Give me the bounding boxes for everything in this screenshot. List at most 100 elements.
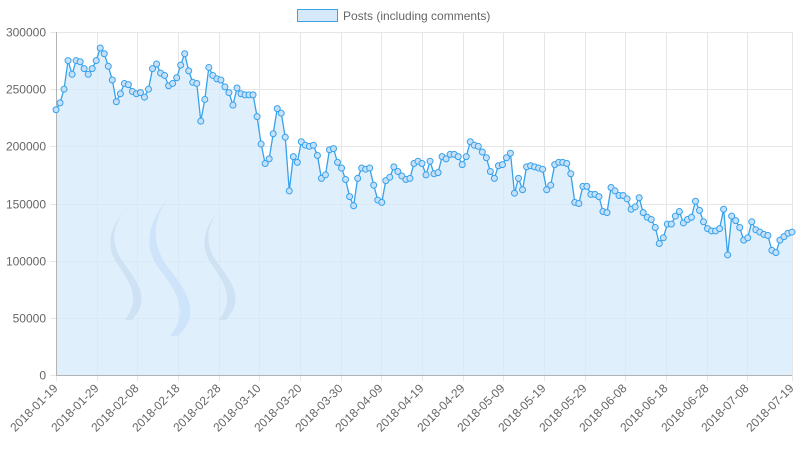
data-point[interactable] xyxy=(149,65,157,73)
data-point[interactable] xyxy=(667,220,675,228)
data-point[interactable] xyxy=(96,44,104,52)
legend-swatch[interactable] xyxy=(297,9,338,22)
data-point[interactable] xyxy=(426,157,434,165)
data-point[interactable] xyxy=(659,234,667,242)
legend[interactable]: Posts (including comments) xyxy=(297,9,491,23)
data-point[interactable] xyxy=(378,198,386,206)
data-point[interactable] xyxy=(342,175,350,183)
data-point[interactable] xyxy=(370,181,378,189)
data-point[interactable] xyxy=(153,60,161,68)
data-point[interactable] xyxy=(193,79,201,87)
data-point[interactable] xyxy=(313,151,321,159)
data-point[interactable] xyxy=(639,209,647,217)
data-point[interactable] xyxy=(394,167,402,175)
data-point[interactable] xyxy=(173,74,181,82)
data-point[interactable] xyxy=(422,171,430,179)
data-point[interactable] xyxy=(233,84,241,92)
data-point[interactable] xyxy=(257,140,265,148)
data-point[interactable] xyxy=(281,133,289,141)
data-point[interactable] xyxy=(112,98,120,106)
data-point[interactable] xyxy=(197,117,205,125)
data-point[interactable] xyxy=(354,174,362,182)
data-point[interactable] xyxy=(543,186,551,194)
data-point[interactable] xyxy=(229,101,237,109)
data-point[interactable] xyxy=(76,58,84,66)
data-point[interactable] xyxy=(100,50,108,58)
data-point[interactable] xyxy=(716,225,724,233)
data-point[interactable] xyxy=(748,218,756,226)
data-point[interactable] xyxy=(277,109,285,117)
data-point[interactable] xyxy=(462,153,470,161)
data-point[interactable] xyxy=(116,90,124,98)
data-point[interactable] xyxy=(442,155,450,163)
data-point[interactable] xyxy=(289,153,297,161)
data-point[interactable] xyxy=(647,216,655,224)
data-point[interactable] xyxy=(221,83,229,91)
data-point[interactable] xyxy=(145,85,152,93)
data-point[interactable] xyxy=(253,113,261,121)
data-point[interactable] xyxy=(486,167,494,175)
data-point[interactable] xyxy=(700,218,708,226)
data-point[interactable] xyxy=(498,161,506,169)
data-point[interactable] xyxy=(788,228,796,236)
data-point[interactable] xyxy=(651,224,659,232)
data-point[interactable] xyxy=(728,212,736,220)
data-point[interactable] xyxy=(635,194,643,202)
data-point[interactable] xyxy=(510,189,518,197)
data-point[interactable] xyxy=(350,202,358,210)
data-point[interactable] xyxy=(330,145,338,153)
data-point[interactable] xyxy=(56,99,64,107)
data-point[interactable] xyxy=(161,71,169,79)
data-point[interactable] xyxy=(108,76,116,84)
data-point[interactable] xyxy=(732,217,740,225)
data-point[interactable] xyxy=(515,174,523,182)
data-point[interactable] xyxy=(454,153,462,161)
data-point[interactable] xyxy=(611,187,619,195)
data-point[interactable] xyxy=(490,174,498,182)
data-point[interactable] xyxy=(338,164,346,172)
data-point[interactable] xyxy=(52,106,60,114)
data-point[interactable] xyxy=(418,159,426,167)
data-point[interactable] xyxy=(140,93,148,101)
data-point[interactable] xyxy=(124,81,132,89)
data-point[interactable] xyxy=(772,249,780,257)
data-point[interactable] xyxy=(88,65,96,73)
data-point[interactable] xyxy=(567,170,575,178)
data-point[interactable] xyxy=(631,203,639,211)
data-point[interactable] xyxy=(80,65,88,73)
data-point[interactable] xyxy=(104,62,112,70)
data-point[interactable] xyxy=(575,200,583,207)
data-point[interactable] xyxy=(502,154,510,162)
data-point[interactable] xyxy=(64,57,72,65)
data-point[interactable] xyxy=(68,70,76,78)
data-point[interactable] xyxy=(720,205,728,213)
data-point[interactable] xyxy=(655,240,663,248)
data-point[interactable] xyxy=(506,149,514,157)
data-point[interactable] xyxy=(273,105,281,113)
data-point[interactable] xyxy=(269,130,277,138)
legend-label[interactable]: Posts (including comments) xyxy=(343,9,490,23)
data-point[interactable] xyxy=(334,158,342,166)
data-point[interactable] xyxy=(386,173,394,181)
data-point[interactable] xyxy=(434,169,442,177)
data-point[interactable] xyxy=(687,213,695,221)
data-point[interactable] xyxy=(265,155,273,163)
data-point[interactable] xyxy=(458,161,466,169)
data-point[interactable] xyxy=(519,186,527,194)
data-point[interactable] xyxy=(60,85,68,93)
data-point[interactable] xyxy=(217,76,225,84)
data-point[interactable] xyxy=(696,206,703,214)
data-point[interactable] xyxy=(482,154,490,162)
data-point[interactable] xyxy=(675,208,683,215)
data-point[interactable] xyxy=(744,234,752,242)
data-point[interactable] xyxy=(185,67,193,75)
data-point[interactable] xyxy=(547,181,555,189)
data-point[interactable] xyxy=(181,50,189,58)
data-point[interactable] xyxy=(539,165,547,173)
data-point[interactable] xyxy=(724,251,732,259)
data-point[interactable] xyxy=(366,164,374,172)
data-point[interactable] xyxy=(92,57,100,65)
data-point[interactable] xyxy=(603,209,611,217)
data-point[interactable] xyxy=(321,171,329,179)
data-point[interactable] xyxy=(563,159,571,167)
